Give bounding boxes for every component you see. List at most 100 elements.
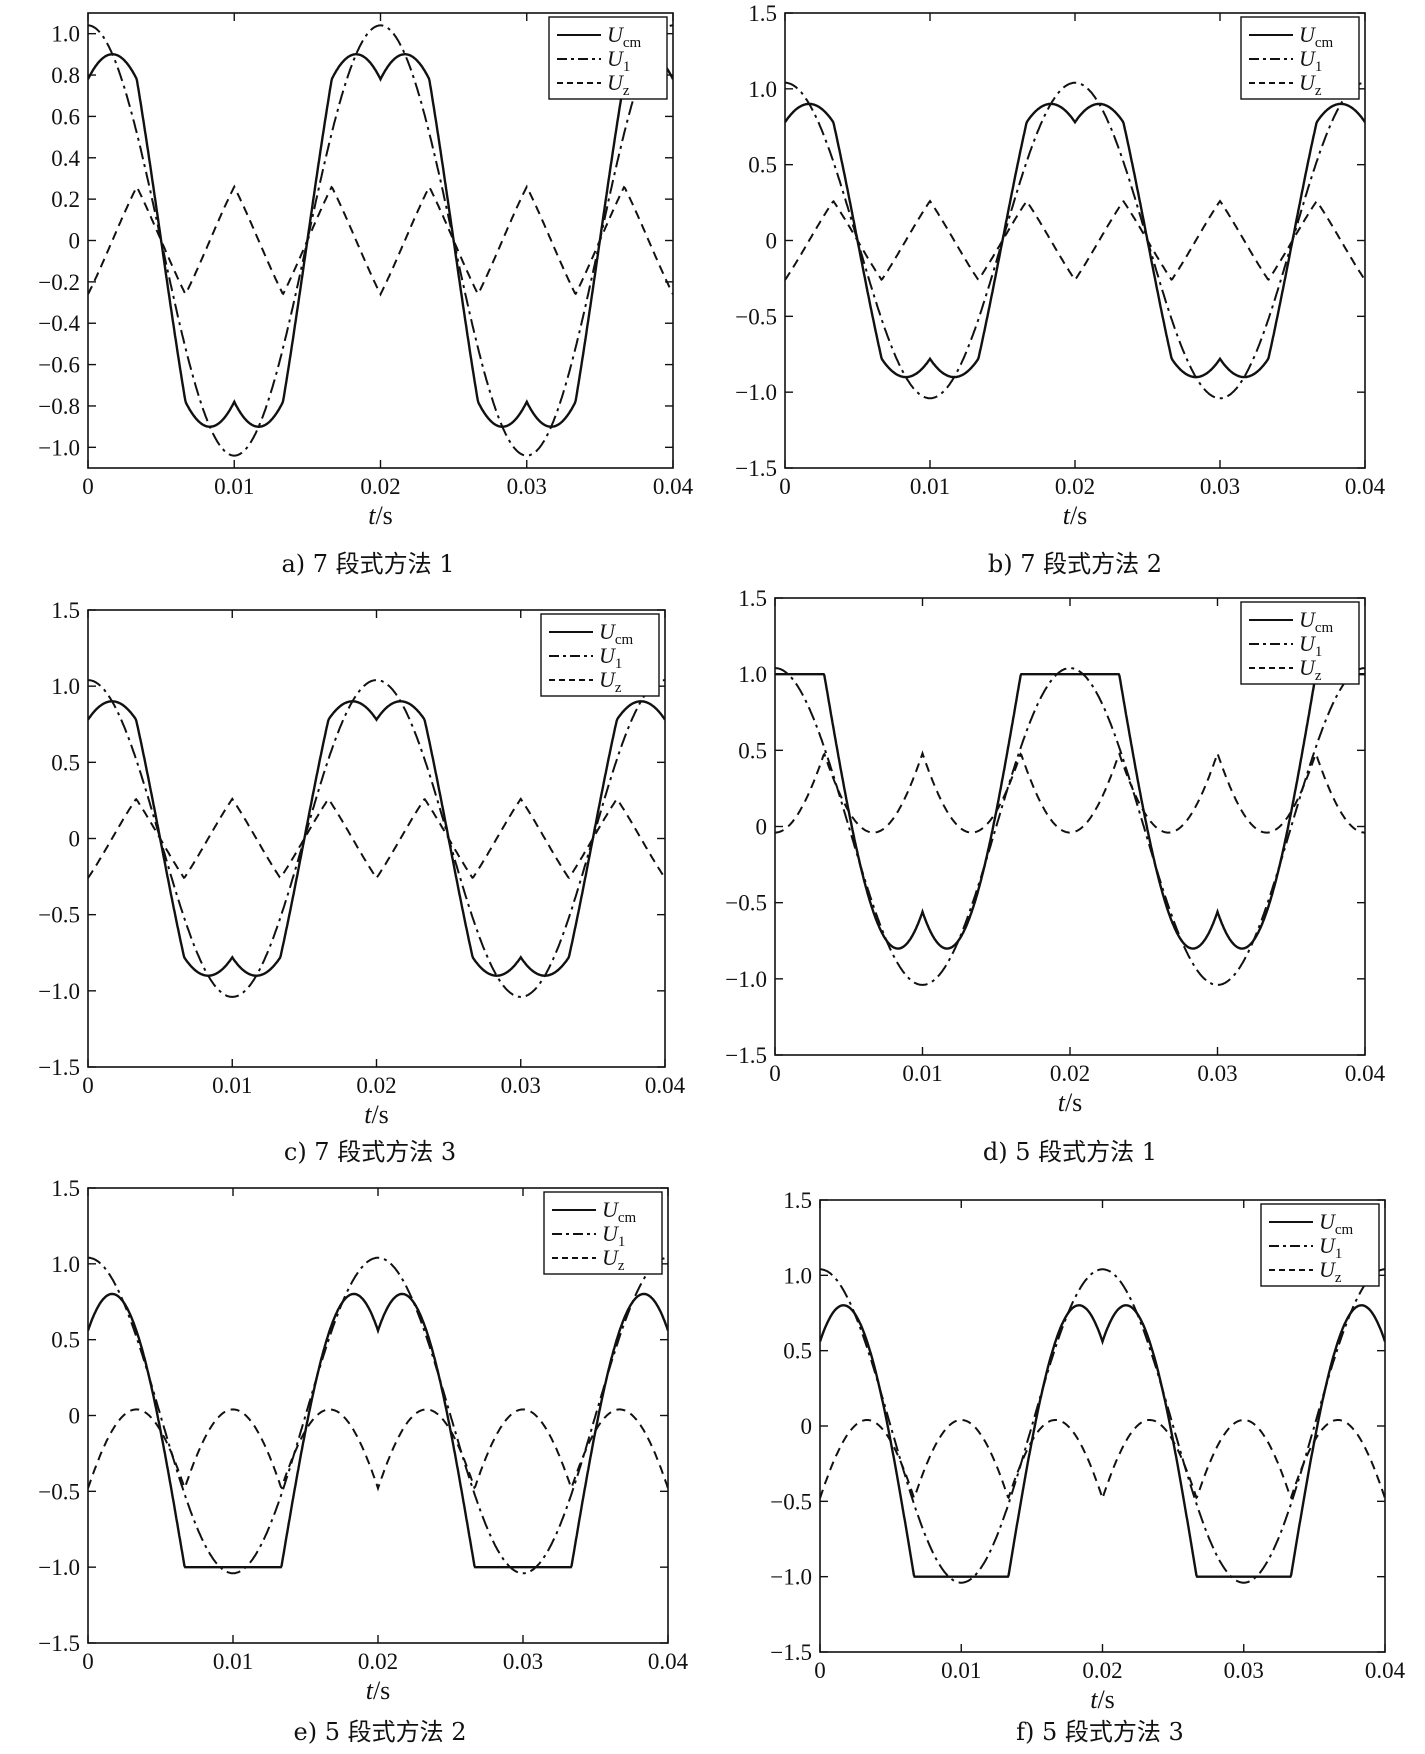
y-tick-label: −0.4 xyxy=(38,311,80,336)
x-tick-label: 0.03 xyxy=(1197,1061,1237,1086)
y-tick-label: 1.5 xyxy=(783,1188,812,1213)
y-tick-label: −1.0 xyxy=(38,979,80,1004)
x-tick-label: 0.03 xyxy=(503,1649,543,1674)
chart-panel-a: 0 0.01 0.02 0.03 0.04 1.0 0.8 0.6 0.4 0.2 0 −0.2 −0.… xyxy=(38,12,694,578)
x-tick-label: 0.01 xyxy=(902,1061,942,1086)
series-line-u-1 xyxy=(775,667,1365,986)
x-tick-label: 0.01 xyxy=(212,1073,252,1098)
y-tick-label: −1.0 xyxy=(770,1565,812,1590)
y-tick-label: 0.2 xyxy=(51,187,80,212)
legend-entry: Uz xyxy=(599,667,622,696)
y-tick-label: −0.5 xyxy=(38,903,80,928)
legend-box xyxy=(1260,1203,1380,1287)
y-tick-label: −1.0 xyxy=(725,967,767,992)
legend-entry: Ucm xyxy=(1319,1209,1354,1238)
legend-entry: Uz xyxy=(1299,70,1322,99)
y-tick-label: 0.4 xyxy=(51,146,80,171)
x-axis-label: t/s xyxy=(1058,1088,1083,1117)
y-tick-label: −1.5 xyxy=(38,1631,80,1656)
x-axis-label: t/s xyxy=(1090,1685,1115,1714)
y-tick-label: 1.0 xyxy=(51,22,80,47)
x-tick-label: 0.02 xyxy=(358,1649,398,1674)
series-line-u-z xyxy=(88,797,665,880)
panel-caption: b) 7 段式方法 2 xyxy=(988,550,1162,578)
y-tick-label: 0.5 xyxy=(738,738,767,763)
chart-panel-c: 0 0.01 0.02 0.03 0.04 1.5 1.0 0.5 0 −0.5 −1.0 −1.5 t… xyxy=(38,598,685,1166)
y-tick-label: −1.5 xyxy=(735,456,777,481)
x-axis-label: t/s xyxy=(364,1100,389,1129)
legend-box xyxy=(1240,601,1360,685)
series-line-u-cm xyxy=(88,53,673,428)
series-line-u-cm xyxy=(820,1304,1385,1578)
series-line-u-z xyxy=(88,184,673,297)
y-tick-label: 0 xyxy=(801,1414,813,1439)
y-tick-label: 0.5 xyxy=(51,750,80,775)
y-tick-label: −0.5 xyxy=(725,891,767,916)
y-tick-label: 0.6 xyxy=(51,104,80,129)
x-axis-variable: t xyxy=(364,1100,372,1129)
x-axis-variable: t xyxy=(1058,1088,1066,1117)
x-axis-variable: t xyxy=(1063,501,1071,530)
x-axis-label: t/s xyxy=(1063,501,1088,530)
y-tick-label: −1.5 xyxy=(38,1055,80,1080)
legend-box xyxy=(540,613,660,697)
legend-entry: Ucm xyxy=(1299,607,1334,636)
x-axis-unit: /s xyxy=(1065,1088,1082,1117)
x-tick-label: 0.03 xyxy=(501,1073,541,1098)
legend-entry: U1 xyxy=(607,46,630,75)
series-line-u-cm xyxy=(775,673,1365,950)
y-tick-label: 1.5 xyxy=(738,586,767,611)
x-tick-label: 0.04 xyxy=(645,1073,686,1098)
legend-entry: Ucm xyxy=(1299,22,1334,51)
x-tick-label: 0.03 xyxy=(507,474,547,499)
x-axis-label: t/s xyxy=(366,1676,391,1705)
x-axis-variable: t xyxy=(1090,1685,1098,1714)
y-tick-label: −1.0 xyxy=(38,1555,80,1580)
legend-box xyxy=(1240,16,1360,100)
y-tick-label: 1.0 xyxy=(51,1252,80,1277)
series-line-u-1 xyxy=(88,1256,668,1575)
y-tick-label: −1.5 xyxy=(725,1043,767,1068)
panel-caption: d) 5 段式方法 1 xyxy=(983,1138,1157,1166)
x-tick-label: 0.02 xyxy=(1055,474,1095,499)
y-tick-label: 1.0 xyxy=(748,77,777,102)
x-tick-label: 0.04 xyxy=(1345,1061,1386,1086)
series-line-u-z xyxy=(820,1419,1385,1502)
y-tick-label: −0.5 xyxy=(38,1479,80,1504)
y-tick-label: 1.0 xyxy=(738,662,767,687)
x-tick-label: 0 xyxy=(769,1061,781,1086)
y-tick-label: 0.5 xyxy=(51,1328,80,1353)
legend-entry: Uz xyxy=(602,1245,625,1274)
chart-panel-d: 0 0.01 0.02 0.03 0.04 1.5 1.0 0.5 0 −0.5 −1.0 −1.5 t… xyxy=(725,586,1385,1166)
legend-entry: Uz xyxy=(1319,1257,1342,1286)
x-tick-label: 0 xyxy=(814,1658,826,1683)
x-tick-label: 0.02 xyxy=(360,474,400,499)
y-tick-label: 0.5 xyxy=(748,153,777,178)
legend-entry: Ucm xyxy=(602,1197,637,1226)
series-line-u-1 xyxy=(785,81,1365,400)
x-tick-label: 0.01 xyxy=(214,474,254,499)
x-axis-unit: /s xyxy=(371,1100,388,1129)
x-axis-unit: /s xyxy=(1070,501,1087,530)
y-tick-label: −0.2 xyxy=(38,270,80,295)
series-line-u-z xyxy=(88,1408,668,1492)
series-line-u-z xyxy=(775,750,1365,834)
legend-entry: Uz xyxy=(607,70,630,99)
legend-entry: U1 xyxy=(1299,46,1322,75)
y-tick-label: −1.5 xyxy=(770,1640,812,1665)
legend-entry: U1 xyxy=(602,1221,625,1250)
legend-box xyxy=(548,16,668,100)
panel-caption: c) 7 段式方法 3 xyxy=(284,1138,456,1166)
y-tick-label: 1.5 xyxy=(748,1,777,26)
y-tick-label: −0.5 xyxy=(770,1489,812,1514)
legend-entry: Uz xyxy=(1299,655,1322,684)
x-tick-label: 0 xyxy=(779,474,791,499)
panel-caption: e) 5 段式方法 2 xyxy=(294,1718,467,1746)
x-axis-variable: t xyxy=(368,501,376,530)
series-line-u-cm xyxy=(88,1292,668,1569)
panel-caption: f) 5 段式方法 3 xyxy=(1016,1718,1184,1746)
y-tick-label: 0.5 xyxy=(783,1339,812,1364)
legend-entry: U1 xyxy=(1319,1233,1342,1262)
x-tick-label: 0.04 xyxy=(648,1649,689,1674)
legend-entry: Ucm xyxy=(599,619,634,648)
